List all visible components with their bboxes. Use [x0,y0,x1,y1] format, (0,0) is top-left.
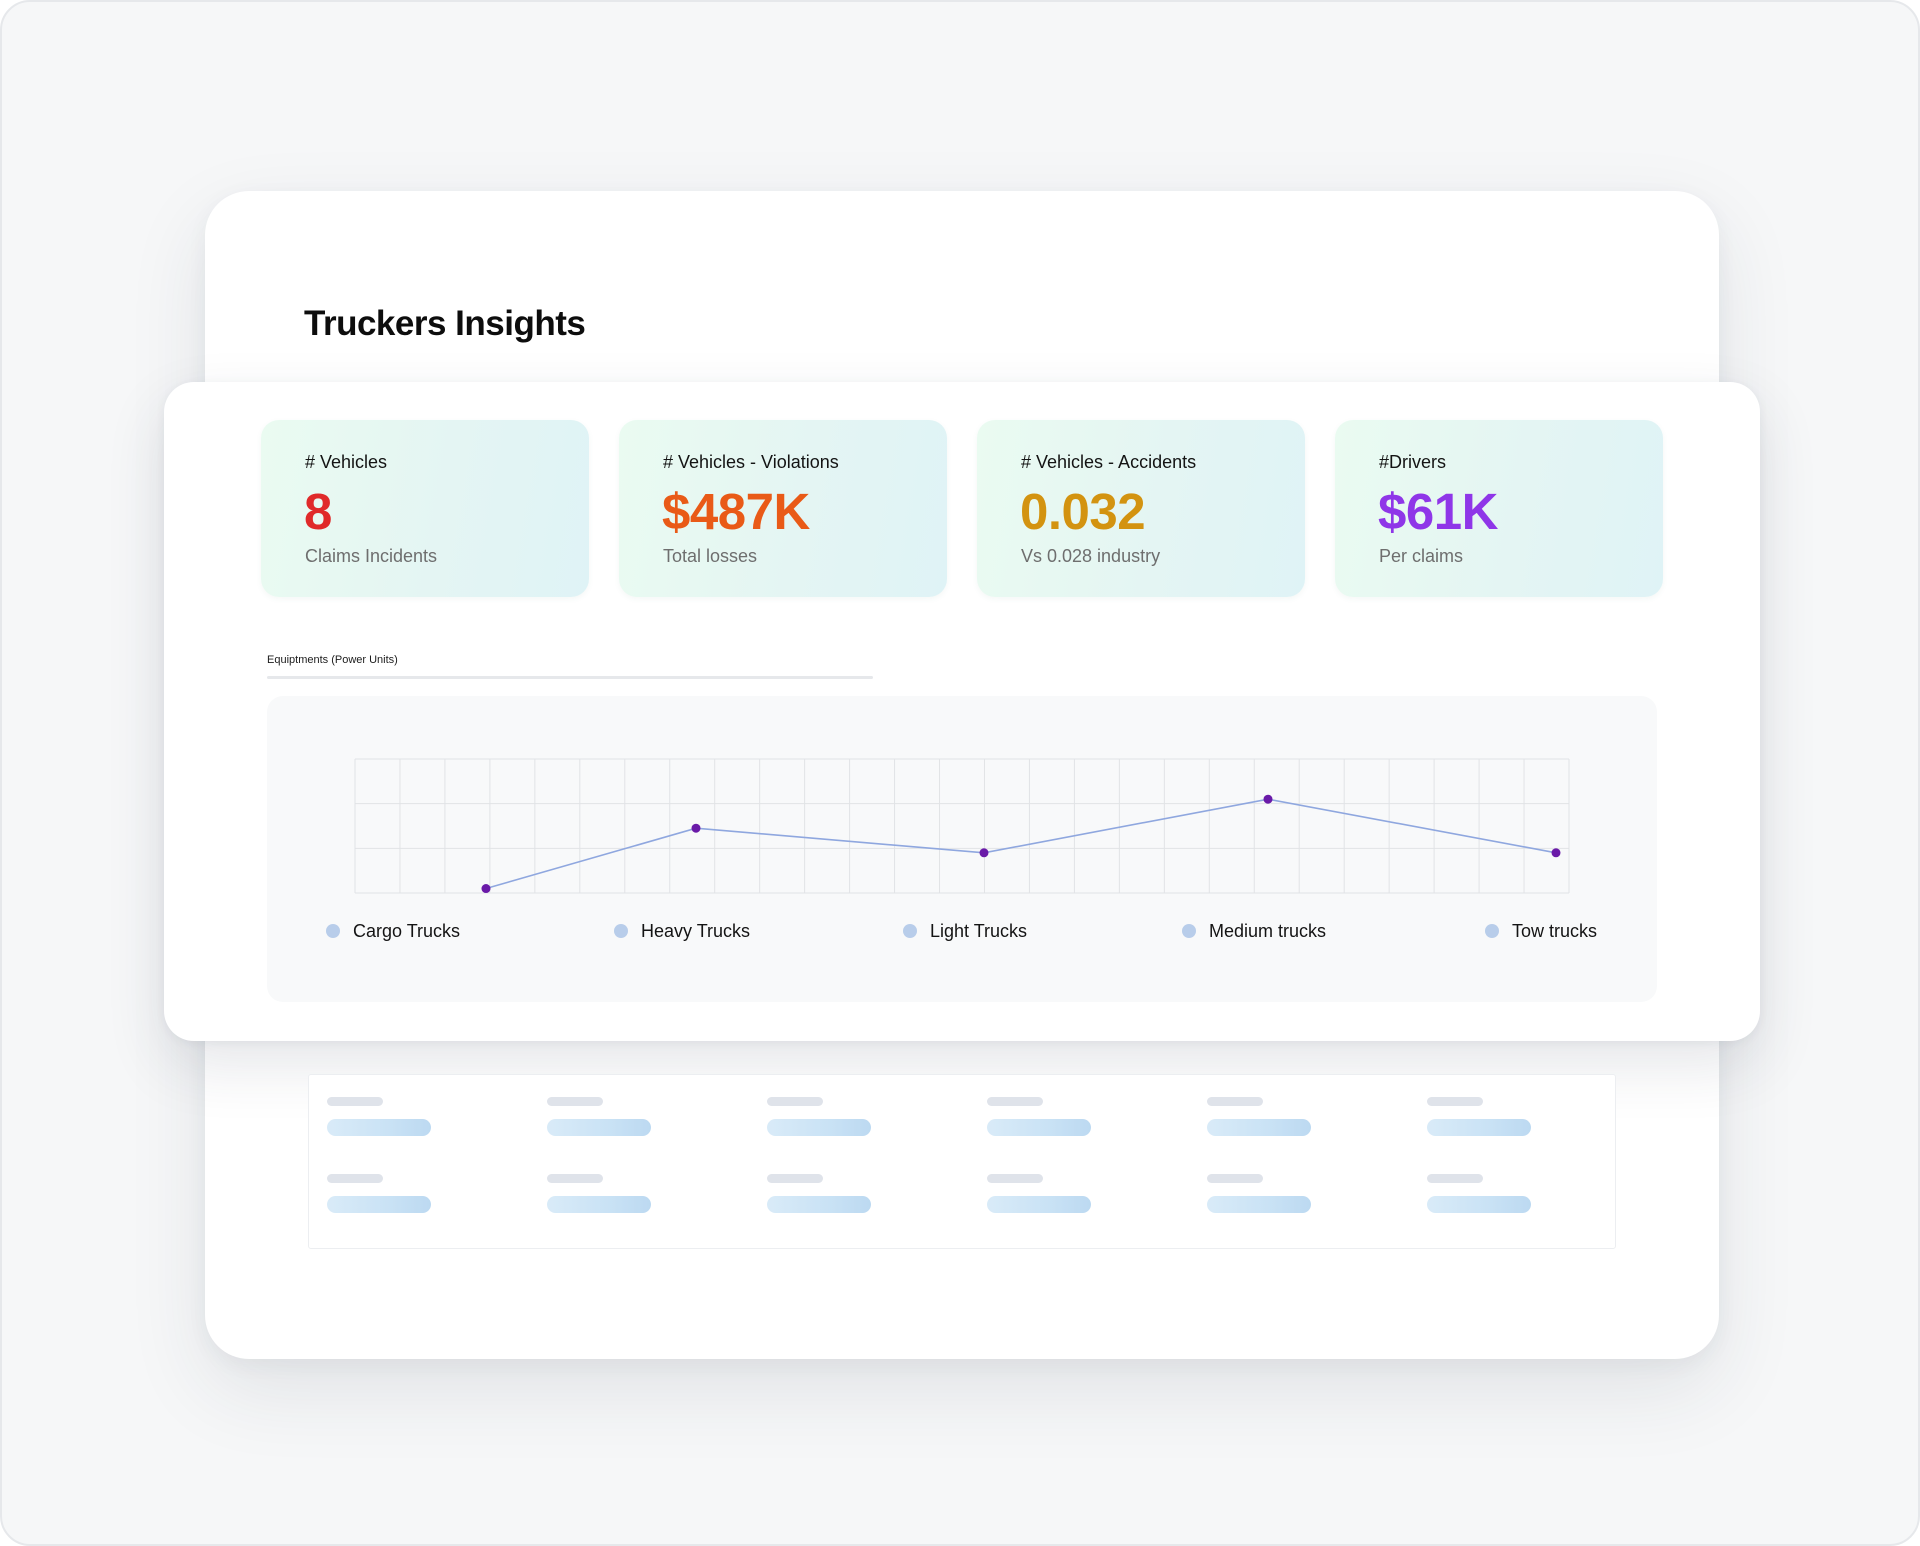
skeleton-label [547,1174,603,1183]
line-chart [354,758,1570,894]
data-point [1263,794,1273,804]
section-divider [267,676,873,679]
skeleton-value [547,1196,651,1213]
legend-dot [326,924,340,938]
skeleton-value [1207,1196,1311,1213]
legend-dot [614,924,628,938]
kpi-subtext: Vs 0.028 industry [1021,546,1161,566]
skeleton-label [1207,1097,1263,1106]
skeleton-label [767,1097,823,1106]
skeleton-label [1207,1174,1263,1183]
skeleton-label [987,1097,1043,1106]
skeleton-label [327,1097,383,1106]
kpi-label: # Vehicles - Accidents [1021,452,1197,472]
legend-item-light-trucks: Light Trucks [903,919,1027,943]
kpi-value: $487K [662,483,810,540]
skeleton-value [547,1119,651,1136]
kpi-subtext: Total losses [663,546,758,566]
page-title: Truckers Insights [304,304,586,343]
skeleton-value [767,1196,871,1213]
series-line [485,798,1557,890]
kpi-label: # Vehicles - Violations [663,452,839,472]
legend-label: Medium trucks [1209,920,1327,941]
skeleton-value [1207,1119,1311,1136]
kpi-card-drivers: #Drivers $61K Per claims [1335,420,1663,597]
skeleton-value [987,1119,1091,1136]
kpi-card-accidents: # Vehicles - Accidents 0.032 Vs 0.028 in… [977,420,1305,597]
legend-label: Heavy Trucks [641,920,751,941]
legend-item-tow-trucks: Tow trucks [1485,919,1597,943]
kpi-value: $61K [1378,483,1498,540]
skeleton-value [327,1196,431,1213]
skeleton-value [1427,1196,1531,1213]
kpi-subtext: Per claims [1379,546,1464,566]
data-point [1551,848,1561,858]
kpi-value: 0.032 [1020,483,1146,540]
section-label: Equiptments (Power Units) [267,654,398,666]
data-point [691,823,701,833]
skeleton-label [767,1174,823,1183]
legend-dot [1182,924,1196,938]
skeleton-value [987,1196,1091,1213]
legend-dot [903,924,917,938]
skeleton-value [327,1119,431,1136]
skeleton-label [987,1174,1043,1183]
kpi-label: #Drivers [1379,452,1447,472]
legend-item-cargo-trucks: Cargo Trucks [326,919,460,943]
kpi-card-vehicles: # Vehicles 8 Claims Incidents [261,420,589,597]
data-point [481,884,491,894]
legend-label: Cargo Trucks [353,920,461,941]
legend-label: Tow trucks [1512,920,1598,941]
kpi-subtext: Claims Incidents [305,546,438,566]
kpi-label: # Vehicles [305,452,388,472]
legend-item-heavy-trucks: Heavy Trucks [614,919,750,943]
legend-label: Light Trucks [930,920,1028,941]
skeleton-value [767,1119,871,1136]
skeleton-label [547,1097,603,1106]
chart-grid [354,758,1570,894]
data-point [979,848,989,858]
legend-item-medium-trucks: Medium trucks [1182,919,1326,943]
legend-dot [1485,924,1499,938]
placeholder-table [308,1074,1616,1249]
skeleton-label [1427,1097,1483,1106]
chart-panel [267,696,1657,1002]
skeleton-label [1427,1174,1483,1183]
kpi-value: 8 [304,483,332,540]
skeleton-label [327,1174,383,1183]
skeleton-value [1427,1119,1531,1136]
kpi-card-violations: # Vehicles - Violations $487K Total loss… [619,420,947,597]
